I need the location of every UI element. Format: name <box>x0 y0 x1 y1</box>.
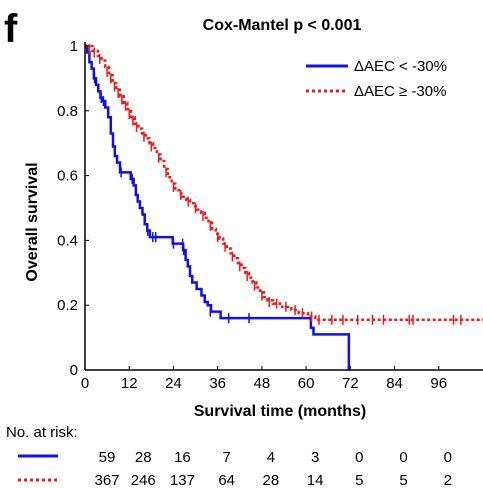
x-tick-label: 24 <box>165 375 182 392</box>
legend-label-blue: ΔAEC < -30% <box>354 58 447 75</box>
legend-label-red: ΔAEC ≥ -30% <box>354 83 446 100</box>
risk-table-title: No. at risk: <box>6 424 78 441</box>
x-tick-label: 96 <box>430 375 447 392</box>
y-tick-label: 0.2 <box>57 297 78 314</box>
risk-count: 5 <box>355 472 363 488</box>
risk-count: 5 <box>399 472 407 488</box>
y-ticks: 0 0.2 0.4 0.6 0.8 1 <box>57 38 89 379</box>
panel-letter: f <box>4 7 18 51</box>
risk-count: 0 <box>399 449 407 466</box>
risk-table: No. at risk: 59 28 16 7 4 3 0 0 0 367 246 137 64 28 14… <box>6 424 452 488</box>
x-tick-label: 60 <box>298 375 315 392</box>
risk-count: 4 <box>267 449 275 466</box>
chart-title: Cox-Mantel p < 0.001 <box>203 17 362 34</box>
x-tick-label: 12 <box>121 375 138 392</box>
x-tick-label: 0 <box>81 375 89 392</box>
series-layer <box>85 44 483 370</box>
x-tick-label: 36 <box>209 375 226 392</box>
y-tick-label: 0.4 <box>57 232 78 249</box>
risk-count: 0 <box>444 449 452 466</box>
risk-count: 3 <box>311 449 319 466</box>
x-ticks: 0 12 24 36 48 60 72 84 96 <box>81 366 447 392</box>
y-tick-label: 0.6 <box>57 168 78 185</box>
risk-count: 59 <box>99 449 116 466</box>
y-axis-label: Overall survival <box>24 162 41 281</box>
x-tick-label: 84 <box>386 375 403 392</box>
plot-area: 0 12 24 36 48 60 72 84 96 0 0.2 0.4 0.6 0.8 1 <box>57 38 483 392</box>
series-line-0 <box>85 44 351 370</box>
series-line-1 <box>85 44 483 322</box>
risk-count: 28 <box>263 472 280 488</box>
risk-count: 16 <box>174 449 191 466</box>
risk-count: 137 <box>170 472 195 488</box>
risk-count: 0 <box>355 449 363 466</box>
risk-count: 367 <box>94 472 119 488</box>
risk-count: 7 <box>222 449 230 466</box>
risk-count: 28 <box>135 449 152 466</box>
risk-count: 14 <box>307 472 324 488</box>
y-tick-label: 1 <box>70 38 78 55</box>
x-tick-label: 72 <box>342 375 359 392</box>
risk-cells: 59 28 16 7 4 3 0 0 0 367 246 137 64 28 14 5 5 2 <box>94 449 451 488</box>
legend: ΔAEC < -30% ΔAEC ≥ -30% <box>306 58 447 100</box>
risk-count: 246 <box>131 472 156 488</box>
y-tick-label: 0.8 <box>57 103 78 120</box>
x-axis-label: Survival time (months) <box>194 403 366 420</box>
x-tick-label: 48 <box>254 375 271 392</box>
risk-count: 2 <box>444 472 452 488</box>
risk-count: 64 <box>218 472 235 488</box>
y-tick-label: 0 <box>70 362 78 379</box>
